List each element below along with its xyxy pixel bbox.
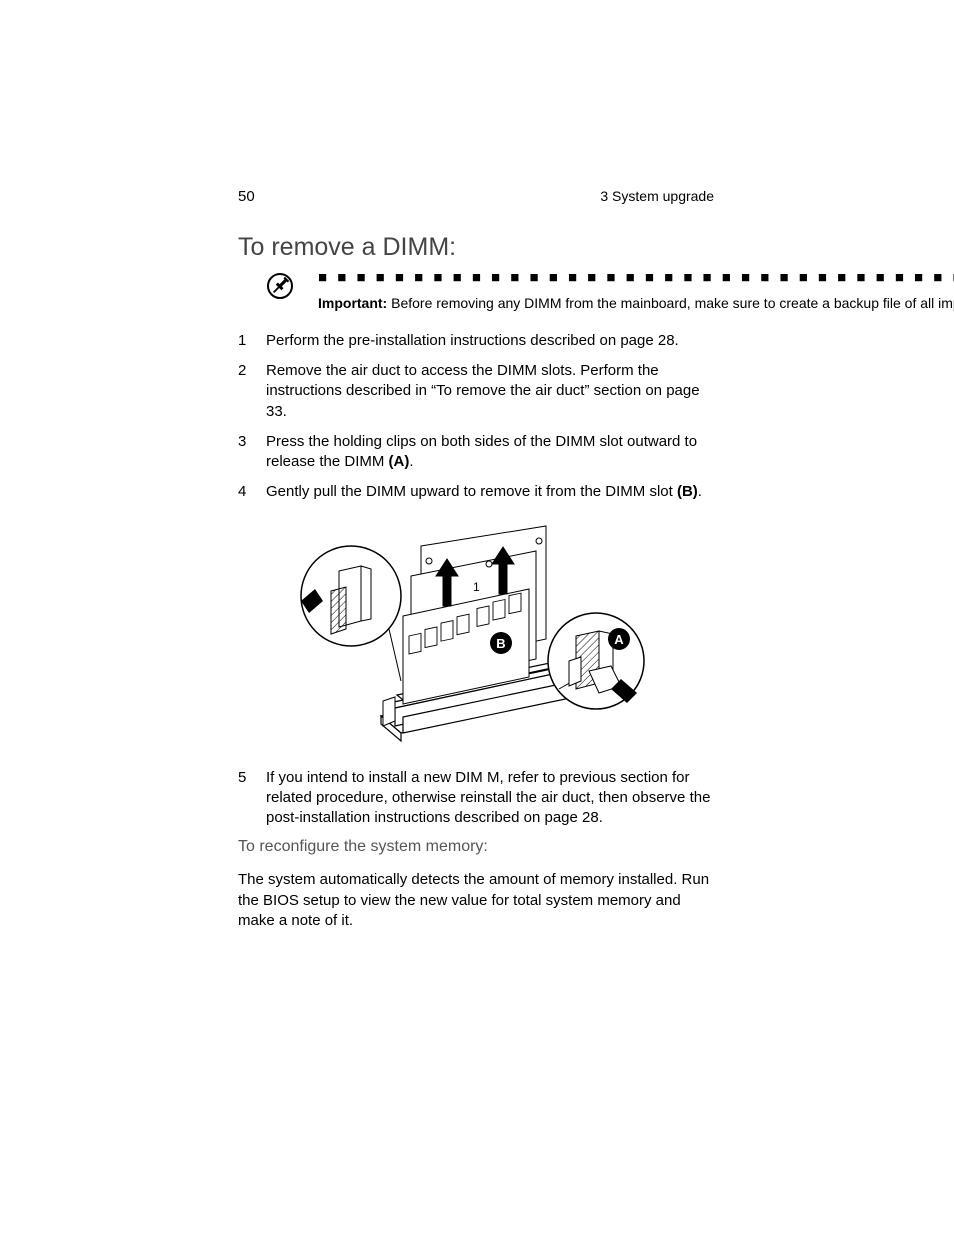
step-text-pre: Press the holding clips on both sides of… (266, 433, 697, 470)
callout-body: ■ ■ ■ ■ ■ ■ ■ ■ ■ ■ ■ ■ ■ ■ ■ ■ ■ ■ ■ ■ … (318, 272, 954, 313)
step-text: Press the holding clips on both sides of… (266, 432, 714, 473)
step-item: If you intend to install a new DIM M, re… (238, 768, 714, 829)
pin-icon (238, 272, 318, 300)
step-item: Perform the pre-installation instruction… (238, 331, 714, 351)
dimm-figure-svg: 1 (291, 521, 661, 746)
important-callout: ■ ■ ■ ■ ■ ■ ■ ■ ■ ■ ■ ■ ■ ■ ■ ■ ■ ■ ■ ■ … (238, 272, 714, 313)
step-text: If you intend to install a new DIM M, re… (266, 768, 714, 829)
step-text: Remove the air duct to access the DIMM s… (266, 361, 714, 422)
figure-label-a: A (614, 632, 624, 647)
step-text: Gently pull the DIMM upward to remove it… (266, 482, 702, 502)
figure-label-b: B (496, 636, 505, 651)
subheading: To reconfigure the system memory: (238, 838, 714, 856)
page-title: To remove a DIMM: (238, 233, 714, 262)
callout-label: Important: (318, 295, 387, 311)
steps-list: Perform the pre-installation instruction… (238, 331, 714, 503)
step-text-pre: Gently pull the DIMM upward to remove it… (266, 483, 677, 500)
step-item: Press the holding clips on both sides of… (238, 432, 714, 473)
steps-list-continued: If you intend to install a new DIM M, re… (238, 768, 714, 829)
step-bold: (B) (677, 483, 698, 500)
callout-text: Important: Before removing any DIMM from… (318, 294, 954, 313)
step-item: Gently pull the DIMM upward to remove it… (238, 482, 714, 502)
page-number: 50 (238, 188, 255, 205)
dimm-removal-figure: 1 (238, 521, 714, 746)
step-text: Perform the pre-installation instruction… (266, 331, 679, 351)
step-text-post: . (409, 453, 413, 470)
callout-message: Before removing any DIMM from the mainbo… (387, 295, 954, 311)
step-item: Remove the air duct to access the DIMM s… (238, 361, 714, 422)
page-header: 50 3 System upgrade (238, 188, 714, 205)
page: 50 3 System upgrade To remove a DIMM: ■ … (0, 0, 954, 1235)
chapter-label: 3 System upgrade (600, 188, 714, 204)
body-paragraph: The system automatically detects the amo… (238, 870, 714, 931)
dotted-rule: ■ ■ ■ ■ ■ ■ ■ ■ ■ ■ ■ ■ ■ ■ ■ ■ ■ ■ ■ ■ … (318, 274, 954, 284)
step-text-post: . (698, 483, 702, 500)
step-bold: (A) (389, 453, 410, 470)
figure-slot-label: 1 (473, 580, 480, 594)
